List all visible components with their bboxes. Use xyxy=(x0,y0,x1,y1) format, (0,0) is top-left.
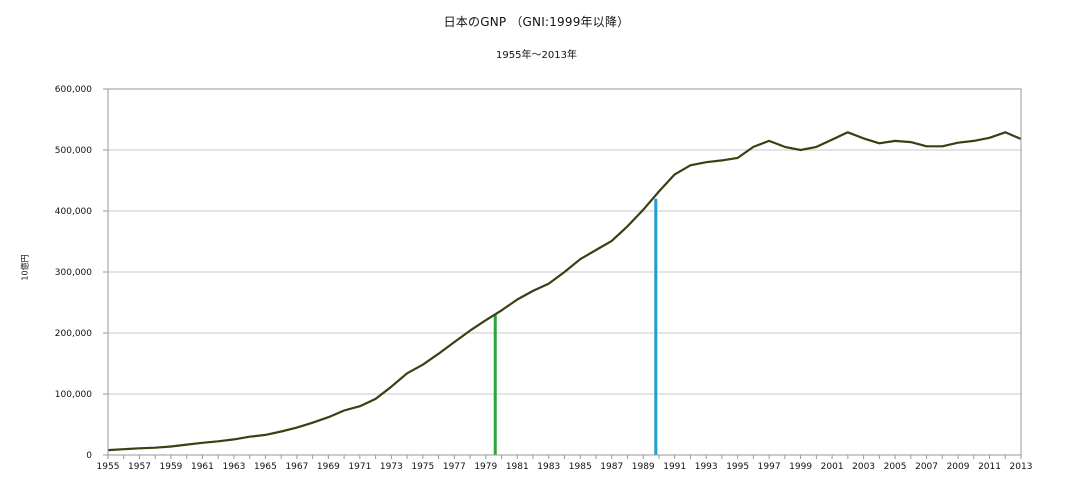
x-tick-label: 1989 xyxy=(632,462,655,472)
x-tick-label: 2003 xyxy=(852,462,875,472)
chart-title: 日本のGNP （GNI:1999年以降） xyxy=(443,15,630,29)
y-tick-label: 0 xyxy=(86,451,92,461)
x-tick-label: 1983 xyxy=(537,462,560,472)
x-tick-label: 1997 xyxy=(758,462,781,472)
x-tick-label: 1991 xyxy=(663,462,686,472)
x-tick-label: 2001 xyxy=(821,462,844,472)
x-tick-label: 2005 xyxy=(884,462,907,472)
y-tick-label: 400,000 xyxy=(55,207,92,217)
x-tick-label: 2013 xyxy=(1010,462,1033,472)
x-tick-label: 1969 xyxy=(317,462,340,472)
x-tick-label: 1977 xyxy=(443,462,466,472)
x-tick-label: 2009 xyxy=(947,462,970,472)
series-line xyxy=(107,131,1022,452)
x-tick-label: 1971 xyxy=(348,462,371,472)
y-tick-label: 100,000 xyxy=(55,390,92,400)
x-tick-label: 1957 xyxy=(128,462,151,472)
x-tick-label: 1975 xyxy=(411,462,434,472)
x-tick-label: 1993 xyxy=(695,462,718,472)
x-tick-label: 1961 xyxy=(191,462,214,472)
x-tick-label: 2011 xyxy=(978,462,1001,472)
x-tick-label: 1959 xyxy=(160,462,183,472)
series-lines xyxy=(107,131,1022,452)
x-tick-label: 1967 xyxy=(285,462,308,472)
y-tick-label: 600,000 xyxy=(55,85,92,95)
x-tick-label: 1973 xyxy=(380,462,403,472)
y-tick-label: 300,000 xyxy=(55,268,92,278)
x-tick-label: 1985 xyxy=(569,462,592,472)
y-tick-label: 500,000 xyxy=(55,146,92,156)
x-tick-label: 1981 xyxy=(506,462,529,472)
plot-frame xyxy=(107,88,1022,456)
x-axis-ticks: 1955 1957 1959 1961 1963 1965 1967 1969 1971 1973… xyxy=(97,455,1033,472)
x-tick-label: 1955 xyxy=(97,462,120,472)
y-axis-ticks: 0 100,000 200,000 300,000 400,000 500,000 600,… xyxy=(55,85,108,461)
x-tick-label: 1995 xyxy=(726,462,749,472)
x-tick-label: 1999 xyxy=(789,462,812,472)
x-tick-label: 1963 xyxy=(222,462,245,472)
x-tick-label: 1987 xyxy=(600,462,623,472)
x-tick-label: 2007 xyxy=(915,462,938,472)
marker-lines xyxy=(493,198,658,455)
x-tick-label: 1965 xyxy=(254,462,277,472)
y-tick-label: 200,000 xyxy=(55,329,92,339)
x-tick-label: 1979 xyxy=(474,462,497,472)
chart-subtitle: 1955年～2013年 xyxy=(496,50,577,61)
